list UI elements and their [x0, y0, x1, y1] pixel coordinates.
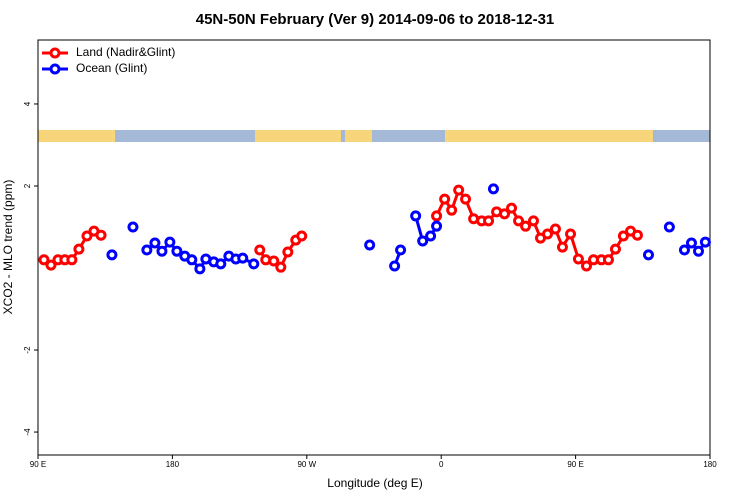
- point: [565, 228, 577, 240]
- point: [663, 221, 675, 233]
- point: [699, 236, 711, 248]
- x-axis-label: Longitude (deg E): [327, 476, 422, 490]
- point: [642, 249, 654, 261]
- point: [45, 259, 57, 271]
- point: [38, 254, 50, 266]
- point: [410, 210, 422, 222]
- chart-title: 45N-50N February (Ver 9) 2014-09-06 to 2…: [196, 11, 555, 28]
- legend-marker: [49, 63, 61, 75]
- point: [617, 230, 629, 242]
- point: [171, 245, 183, 257]
- point: [364, 239, 376, 251]
- legend-label: Ocean (Glint): [76, 61, 147, 75]
- y-axis-label: XCO2 - MLO trend (ppm): [1, 180, 15, 315]
- point: [164, 236, 176, 248]
- point: [520, 220, 532, 232]
- point: [609, 243, 621, 255]
- point: [275, 261, 287, 273]
- point: [248, 258, 260, 270]
- point: [194, 263, 206, 275]
- point: [453, 184, 465, 196]
- point: [572, 253, 584, 265]
- point: [282, 246, 294, 258]
- point: [678, 244, 690, 256]
- point: [431, 210, 443, 222]
- point: [106, 249, 118, 261]
- point: [549, 223, 561, 235]
- x-tick-label: 0: [439, 460, 444, 469]
- point: [527, 215, 539, 227]
- x-tick-label: 90 E: [567, 460, 583, 469]
- point: [66, 254, 78, 266]
- point: [389, 260, 401, 272]
- legend-marker: [49, 47, 61, 59]
- point: [542, 228, 554, 240]
- point: [215, 258, 227, 270]
- point: [268, 255, 280, 267]
- y-tick-label: -2: [23, 346, 32, 354]
- point: [95, 229, 107, 241]
- point: [446, 204, 458, 216]
- point: [693, 245, 705, 257]
- point: [439, 193, 451, 205]
- y-tick-label: 2: [23, 183, 32, 188]
- point: [506, 202, 518, 214]
- point: [296, 230, 308, 242]
- point: [460, 193, 472, 205]
- point: [483, 215, 495, 227]
- x-tick-label: 180: [166, 460, 180, 469]
- x-tick-label: 180: [703, 460, 717, 469]
- y-tick-label: 4: [23, 101, 32, 106]
- point: [81, 230, 93, 242]
- point: [417, 235, 429, 247]
- point: [631, 229, 643, 241]
- x-tick-label: 90 W: [297, 460, 316, 469]
- point: [127, 221, 139, 233]
- point: [149, 237, 161, 249]
- point: [581, 260, 593, 272]
- plot-frame: [37, 39, 711, 456]
- point: [186, 254, 198, 266]
- point: [685, 237, 697, 249]
- point: [513, 215, 525, 227]
- point: [431, 220, 443, 232]
- point: [499, 208, 511, 220]
- point: [556, 241, 568, 253]
- point: [141, 244, 153, 256]
- legend-label: Land (Nadir&Glint): [76, 45, 175, 59]
- point: [425, 230, 437, 242]
- point: [254, 244, 266, 256]
- map-strip: [38, 130, 710, 142]
- point: [487, 183, 499, 195]
- point: [73, 243, 85, 255]
- point: [395, 244, 407, 256]
- x-tick-label: 90 E: [30, 460, 46, 469]
- point: [156, 245, 168, 257]
- y-tick-label: -4: [23, 428, 32, 436]
- point: [602, 254, 614, 266]
- point: [237, 252, 249, 264]
